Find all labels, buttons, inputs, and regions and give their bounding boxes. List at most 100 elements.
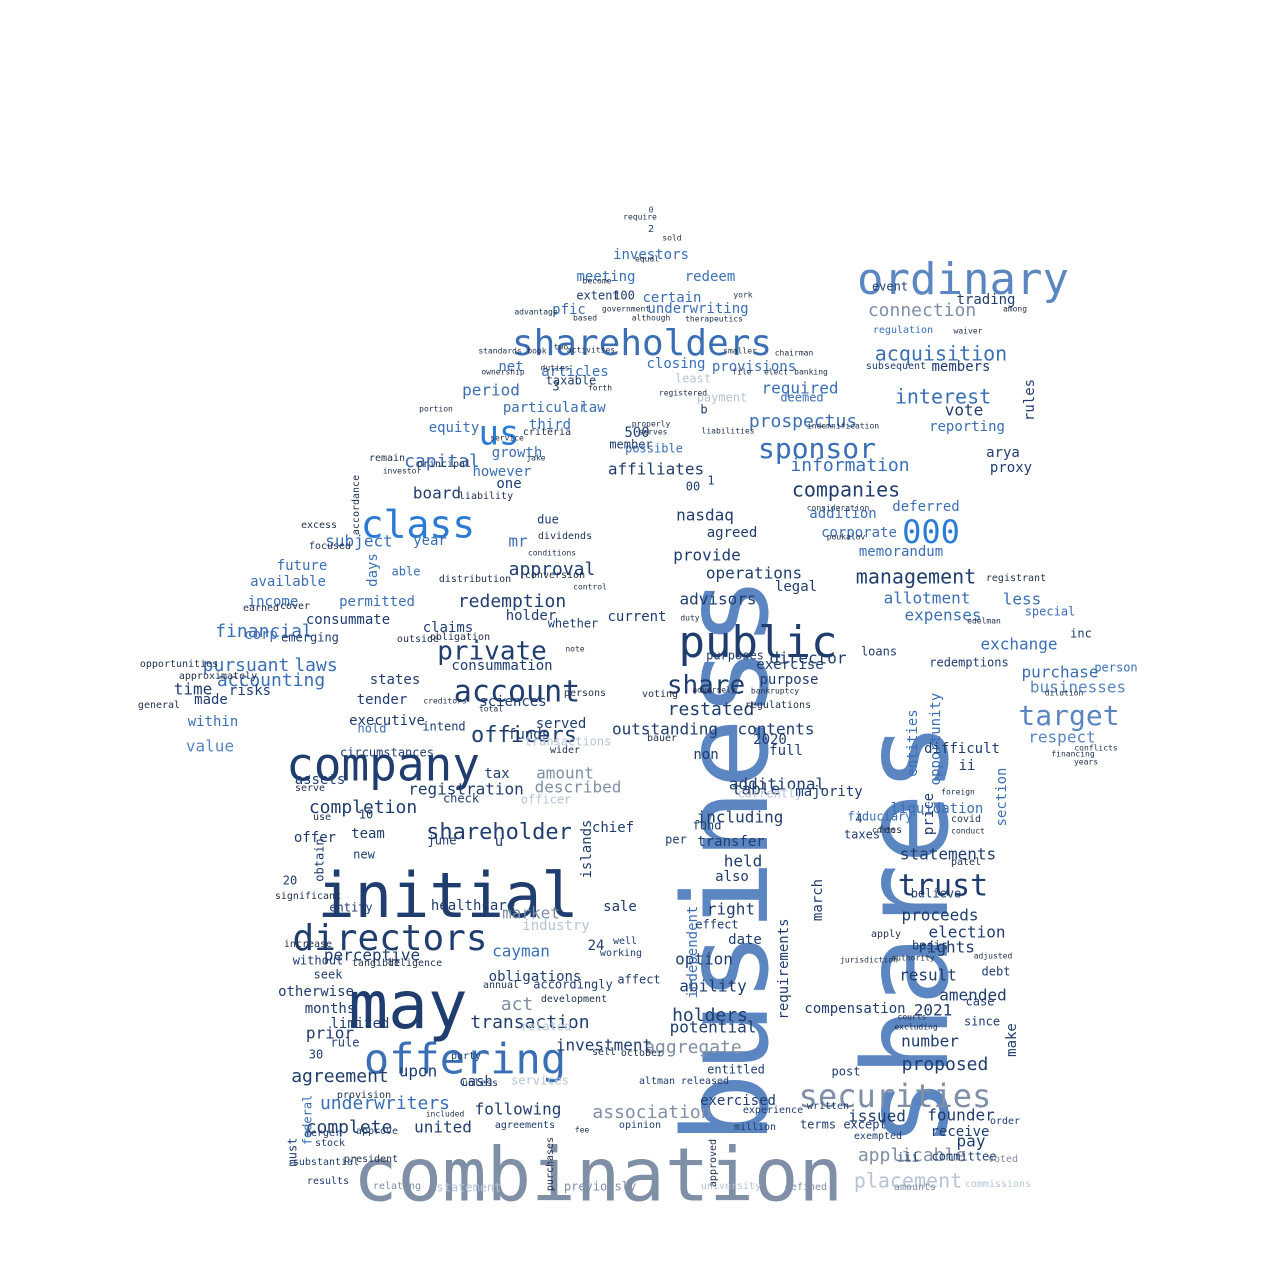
cloud-word: iii	[897, 1151, 919, 1165]
cloud-word: compensation	[804, 1001, 905, 1017]
cloud-word: upon	[399, 1062, 438, 1081]
cloud-word: 0	[649, 206, 654, 215]
cloud-word: connection	[868, 300, 976, 321]
cloud-word: government	[602, 305, 650, 314]
cloud-word: per	[665, 833, 687, 847]
cloud-word: financial	[215, 621, 313, 642]
cloud-word: class	[361, 503, 475, 547]
cloud-word: may	[348, 967, 467, 1044]
cloud-word: required	[761, 379, 838, 398]
cloud-word: pfic	[552, 302, 586, 318]
cloud-word: terms	[800, 1118, 836, 1132]
cloud-word: ii	[959, 758, 976, 774]
cloud-word: years	[1074, 758, 1098, 767]
cloud-word: courts	[898, 1013, 927, 1022]
cloud-word: special	[1025, 605, 1076, 619]
cloud-word: require	[623, 213, 657, 222]
cloud-word: businesses	[1030, 678, 1126, 697]
cloud-word: shareholder	[426, 820, 572, 845]
cloud-word: served	[536, 716, 587, 732]
cloud-word: exercised	[700, 1093, 776, 1109]
cloud-word: association	[592, 1102, 711, 1123]
cloud-word: duties	[541, 364, 570, 373]
cloud-word: income	[248, 594, 299, 610]
cloud-word: fees	[878, 825, 902, 836]
cloud-word: able	[392, 565, 421, 579]
cloud-word: transactions	[525, 735, 612, 749]
cloud-word: issued	[848, 1107, 906, 1126]
cloud-word: memorandum	[859, 544, 943, 560]
cloud-word: commissions	[965, 1179, 1031, 1190]
cloud-word: time	[174, 680, 213, 699]
cloud-word: subject	[325, 532, 392, 551]
cloud-word: serve	[295, 783, 325, 794]
cloud-word: dilution	[1045, 689, 1084, 698]
cloud-word: tax	[484, 766, 509, 782]
cloud-word: edelman	[967, 617, 1001, 626]
cloud-word: ownership	[481, 368, 525, 377]
cloud-word: remain	[369, 453, 405, 464]
cloud-word: director	[769, 649, 846, 668]
cloud-word: bankruptcy	[751, 687, 799, 696]
cloud-word: also	[715, 869, 749, 885]
cloud-word: make	[1004, 1023, 1020, 1057]
cloud-word: criteria	[523, 427, 571, 438]
cloud-word: made	[194, 692, 228, 708]
cloud-word: post	[832, 1065, 861, 1079]
cloud-word: vote	[945, 401, 984, 420]
cloud-word: least	[675, 372, 711, 386]
cloud-word: excluding	[894, 1023, 938, 1032]
cloud-word: federal	[301, 1095, 315, 1146]
cloud-word: days	[365, 553, 381, 587]
cloud-word: order	[990, 1116, 1020, 1127]
cloud-word: officers	[471, 723, 577, 748]
cloud-word: chairman	[775, 349, 814, 358]
cloud-word: earned	[243, 603, 279, 614]
cloud-word: trust	[898, 869, 988, 904]
cloud-word: addition	[809, 506, 876, 522]
cloud-word: limited	[330, 1016, 389, 1032]
cloud-word: statement	[436, 1181, 501, 1195]
cloud-word: aggregate	[644, 1037, 742, 1058]
cloud-word: value	[186, 737, 234, 756]
cloud-word: emerging	[281, 631, 339, 645]
cloud-word: consideration	[807, 504, 870, 513]
cloud-word: account	[454, 675, 580, 710]
cloud-word: due	[537, 513, 559, 527]
cloud-word: sold	[662, 234, 681, 243]
cloud-word: therapeutics	[685, 315, 743, 324]
cloud-word: properly	[632, 420, 671, 429]
cloud-word: entitled	[707, 1063, 765, 1077]
cloud-word: whether	[548, 617, 599, 631]
cloud-word: number	[901, 1032, 959, 1051]
cloud-word: basis	[912, 939, 948, 953]
cloud-word: amounts	[894, 1182, 936, 1193]
cloud-word: capital	[404, 451, 480, 472]
cloud-word: legal	[775, 579, 817, 595]
cloud-word: foreign	[941, 788, 975, 797]
cloud-word: opinion	[619, 1120, 661, 1131]
cloud-word: additional	[729, 775, 825, 794]
cloud-word: since	[964, 1015, 1000, 1029]
cloud-word: registration	[408, 780, 524, 799]
cloud-word: believe	[911, 887, 962, 901]
cloud-word: tangible	[352, 958, 400, 969]
cloud-word: adjusted	[974, 952, 1013, 961]
cloud-word: results	[307, 1176, 349, 1187]
cloud-word: advantage	[514, 308, 558, 317]
cloud-word: 00	[686, 480, 700, 494]
cloud-word: persons	[564, 688, 606, 699]
cloud-word: seek	[314, 968, 344, 982]
cloud-word: outside	[397, 634, 439, 645]
cloud-word: substantial	[293, 1157, 359, 1168]
cloud-word: option	[675, 950, 733, 969]
cloud-word: opportunities	[140, 659, 218, 670]
cloud-word: private	[437, 637, 547, 667]
cloud-word: contents	[737, 720, 814, 739]
cloud-word: debt	[982, 965, 1011, 979]
cloud-word: fee	[575, 1126, 590, 1135]
cloud-word: combination	[353, 1133, 843, 1219]
cloud-word: member	[609, 438, 652, 452]
cloud-word: equity	[429, 420, 480, 436]
cloud-word: defined	[785, 1182, 827, 1193]
